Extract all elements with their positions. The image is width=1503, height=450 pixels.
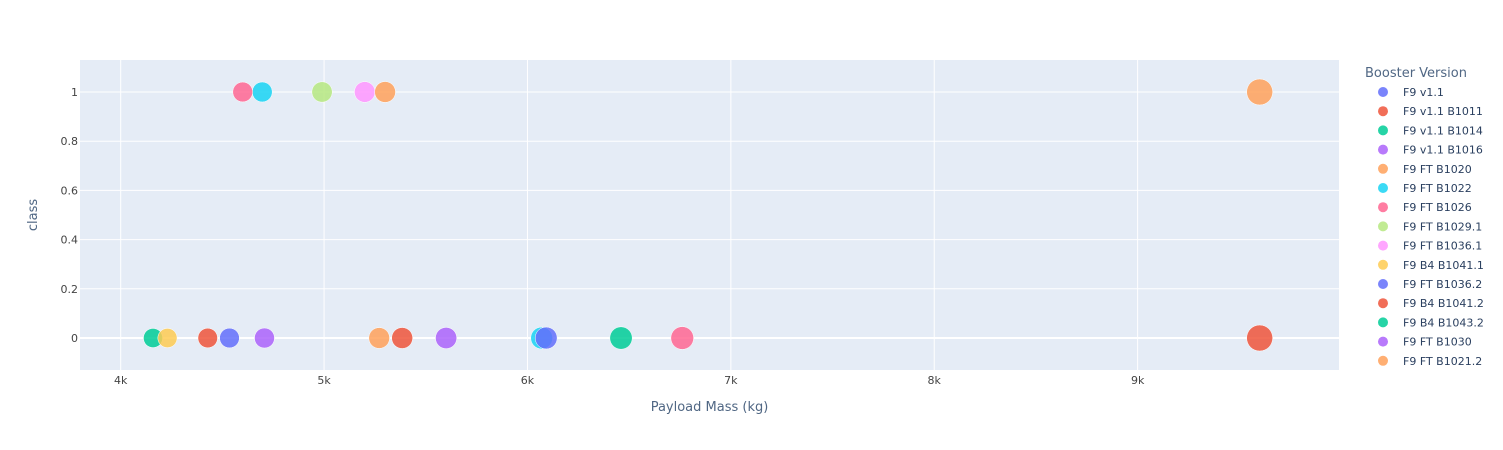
legend-marker xyxy=(1378,355,1388,366)
legend-marker xyxy=(1378,298,1388,309)
legend-item[interactable]: F9 FT B1022 xyxy=(1378,182,1472,195)
y-tick-label: 0.4 xyxy=(61,234,79,247)
legend-item[interactable]: F9 FT B1030 xyxy=(1378,336,1472,349)
legend-item[interactable]: F9 FT B1026 xyxy=(1378,201,1472,214)
legend-item[interactable]: F9 FT B1021.2 xyxy=(1378,355,1482,368)
data-point[interactable] xyxy=(374,81,396,103)
data-point[interactable] xyxy=(197,327,218,349)
legend-title: Booster Version xyxy=(1365,66,1467,81)
data-point[interactable] xyxy=(534,326,558,350)
legend-item[interactable]: F9 FT B1020 xyxy=(1378,163,1472,176)
y-tick-label: 0.6 xyxy=(61,184,79,197)
legend-marker xyxy=(1378,221,1388,232)
legend-marker xyxy=(1378,317,1388,328)
x-tick-label: 7k xyxy=(724,374,738,387)
data-point[interactable] xyxy=(435,327,457,349)
legend-item[interactable]: F9 B4 B1041.2 xyxy=(1378,297,1484,310)
legend[interactable]: Booster Version F9 v1.1 F9 v1.1 B1011 F9 v… xyxy=(1365,66,1484,368)
data-point[interactable] xyxy=(157,328,178,348)
legend-item[interactable]: F9 FT B1036.2 xyxy=(1378,278,1482,291)
legend-label: F9 FT B1022 xyxy=(1403,182,1472,195)
legend-label: F9 FT B1026 xyxy=(1403,201,1472,214)
legend-marker xyxy=(1378,202,1388,213)
legend-label: F9 FT B1021.2 xyxy=(1403,355,1482,368)
legend-item[interactable]: F9 v1.1 B1011 xyxy=(1378,105,1483,118)
legend-item[interactable]: F9 v1.1 xyxy=(1378,86,1444,99)
data-point[interactable] xyxy=(251,81,273,103)
legend-marker xyxy=(1378,125,1388,136)
legend-label: F9 FT B1029.1 xyxy=(1403,220,1482,233)
data-points xyxy=(143,78,1273,352)
legend-marker xyxy=(1378,336,1388,347)
legend-label: F9 B4 B1041.2 xyxy=(1403,297,1484,310)
y-tick-label: 1 xyxy=(71,86,78,99)
data-point[interactable] xyxy=(391,327,413,349)
legend-label: F9 v1.1 B1016 xyxy=(1403,144,1483,157)
data-point[interactable] xyxy=(311,81,333,103)
data-point[interactable] xyxy=(254,327,275,349)
legend-label: F9 FT B1020 xyxy=(1403,163,1472,176)
legend-label: F9 v1.1 B1014 xyxy=(1403,124,1483,137)
y-tick-label: 0.8 xyxy=(61,135,79,148)
x-gridlines xyxy=(120,60,1139,370)
legend-marker xyxy=(1378,106,1388,117)
data-point[interactable] xyxy=(219,327,240,349)
legend-label: F9 v1.1 xyxy=(1403,86,1444,99)
legend-marker xyxy=(1378,279,1388,289)
y-tick-label: 0 xyxy=(71,332,78,345)
legend-marker xyxy=(1378,87,1388,97)
legend-label: F9 B4 B1041.1 xyxy=(1403,259,1484,272)
legend-item[interactable]: F9 v1.1 B1014 xyxy=(1378,124,1483,137)
legend-marker xyxy=(1378,163,1388,174)
legend-label: F9 B4 B1043.2 xyxy=(1403,316,1484,329)
data-point[interactable] xyxy=(1246,78,1273,106)
data-point[interactable] xyxy=(354,81,376,103)
plot-area xyxy=(80,60,1339,370)
legend-item[interactable]: F9 FT B1029.1 xyxy=(1378,220,1482,233)
legend-marker xyxy=(1378,240,1388,251)
legend-item[interactable]: F9 v1.1 B1016 xyxy=(1378,144,1483,157)
x-tick-label: 8k xyxy=(928,374,942,387)
legend-marker xyxy=(1378,144,1388,155)
data-point[interactable] xyxy=(1246,324,1273,352)
legend-label: F9 FT B1036.2 xyxy=(1403,278,1482,291)
x-axis-ticks: 4k 5k 6k 7k 8k 9k xyxy=(114,374,1145,387)
data-point[interactable] xyxy=(232,81,253,103)
legend-label: F9 v1.1 B1011 xyxy=(1403,105,1483,118)
legend-marker xyxy=(1378,259,1388,270)
x-tick-label: 5k xyxy=(317,374,331,387)
y-axis-title: class xyxy=(26,199,41,231)
x-tick-label: 9k xyxy=(1131,374,1145,387)
x-tick-label: 4k xyxy=(114,374,128,387)
x-axis-title: Payload Mass (kg) xyxy=(651,400,769,415)
legend-item[interactable]: F9 FT B1036.1 xyxy=(1378,240,1482,253)
legend-item[interactable]: F9 B4 B1043.2 xyxy=(1378,316,1484,329)
x-tick-label: 6k xyxy=(521,374,535,387)
y-axis-ticks: 0 0.2 0.4 0.6 0.8 1 xyxy=(61,86,79,345)
legend-marker xyxy=(1378,183,1388,193)
y-gridlines xyxy=(80,91,1339,340)
legend-label: F9 FT B1036.1 xyxy=(1403,240,1482,253)
data-point[interactable] xyxy=(609,326,633,350)
data-point[interactable] xyxy=(368,327,390,349)
legend-label: F9 FT B1030 xyxy=(1403,336,1472,349)
legend-item[interactable]: F9 B4 B1041.1 xyxy=(1378,259,1484,272)
data-point[interactable] xyxy=(670,326,694,350)
y-tick-label: 0.2 xyxy=(61,283,79,296)
